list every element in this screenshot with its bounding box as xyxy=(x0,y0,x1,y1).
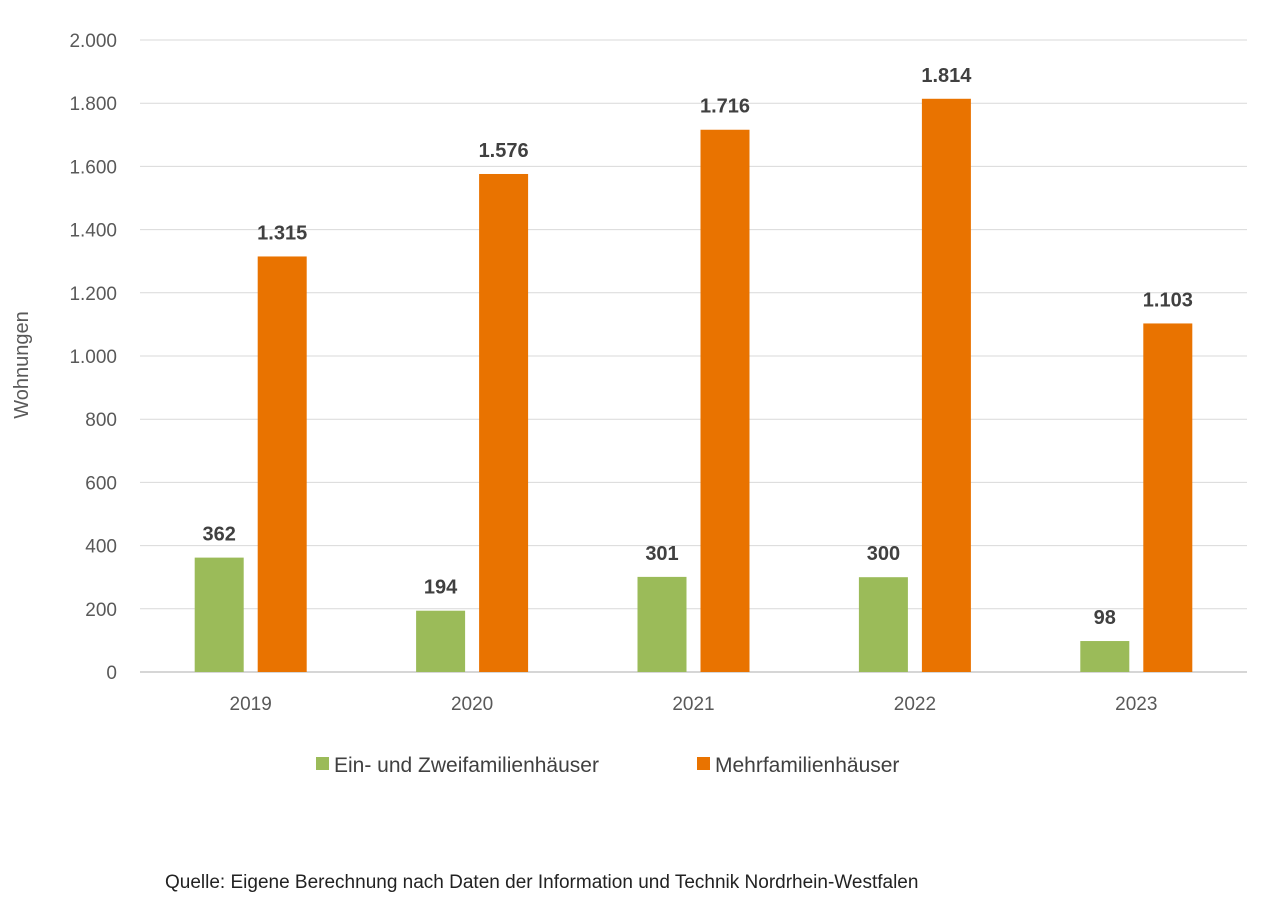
y-tick-label: 400 xyxy=(85,537,117,558)
data-label: 300 xyxy=(867,543,900,565)
bar-ein-zweifamilien-2020 xyxy=(416,610,466,672)
data-label: 194 xyxy=(424,577,458,599)
bar-ein-zweifamilien-2019 xyxy=(194,557,244,672)
data-labels: 362 1.315 194 1.576 301 1.716 300 1.814 98 1.103 xyxy=(203,65,1193,629)
data-label: 1.814 xyxy=(921,65,972,87)
bar-ein-zweifamilien-2022 xyxy=(858,577,908,672)
data-label: 1.716 xyxy=(700,96,750,118)
data-label: 1.315 xyxy=(257,222,307,244)
data-label: 1.103 xyxy=(1143,289,1193,311)
y-tick-label: 1.200 xyxy=(69,284,117,305)
bar-ein-zweifamilien-2023 xyxy=(1080,641,1130,672)
bar-mehrfamilien-2021 xyxy=(700,129,750,672)
y-tick-label: 1.000 xyxy=(69,347,117,368)
bar-mehrfamilien-2020 xyxy=(479,173,529,672)
y-axis-ticks: 0 200 400 600 800 1.000 1.200 1.400 1.600 1.800 2.… xyxy=(69,31,117,684)
y-tick-label: 2.000 xyxy=(69,31,117,52)
legend-label: Mehrfamilienhäuser xyxy=(715,754,899,777)
bar-mehrfamilien-2022 xyxy=(921,98,971,672)
x-tick-label: 2019 xyxy=(230,694,272,715)
y-tick-label: 0 xyxy=(106,663,117,684)
data-label: 1.576 xyxy=(479,140,529,162)
data-label: 98 xyxy=(1094,607,1116,629)
x-tick-label: 2021 xyxy=(672,694,714,715)
bar-mehrfamilien-2019 xyxy=(257,256,307,672)
legend: Ein- und Zweifamilienhäuser Mehrfamilienh… xyxy=(316,754,899,777)
data-label: 301 xyxy=(645,543,678,565)
data-label: 362 xyxy=(203,524,236,546)
x-tick-label: 2022 xyxy=(894,694,936,715)
bar-ein-zweifamilien-2021 xyxy=(637,576,687,672)
gridlines xyxy=(140,39,1247,673)
x-tick-label: 2023 xyxy=(1115,694,1157,715)
y-tick-label: 1.400 xyxy=(69,221,117,242)
y-tick-label: 200 xyxy=(85,600,117,621)
source-note: Quelle: Eigene Berechnung nach Daten der… xyxy=(165,872,919,893)
y-tick-label: 600 xyxy=(85,473,117,494)
y-axis-label: Wohnungen xyxy=(11,311,33,419)
legend-swatch xyxy=(697,757,710,770)
y-tick-label: 800 xyxy=(85,410,117,431)
bars xyxy=(194,98,1193,672)
x-tick-label: 2020 xyxy=(451,694,493,715)
legend-label: Ein- und Zweifamilienhäuser xyxy=(334,754,599,777)
y-tick-label: 1.800 xyxy=(69,94,117,115)
bar-mehrfamilien-2023 xyxy=(1143,323,1193,672)
x-axis-ticks: 2019 2020 2021 2022 2023 xyxy=(230,694,1158,715)
y-tick-label: 1.600 xyxy=(69,157,117,178)
legend-swatch xyxy=(316,757,329,770)
